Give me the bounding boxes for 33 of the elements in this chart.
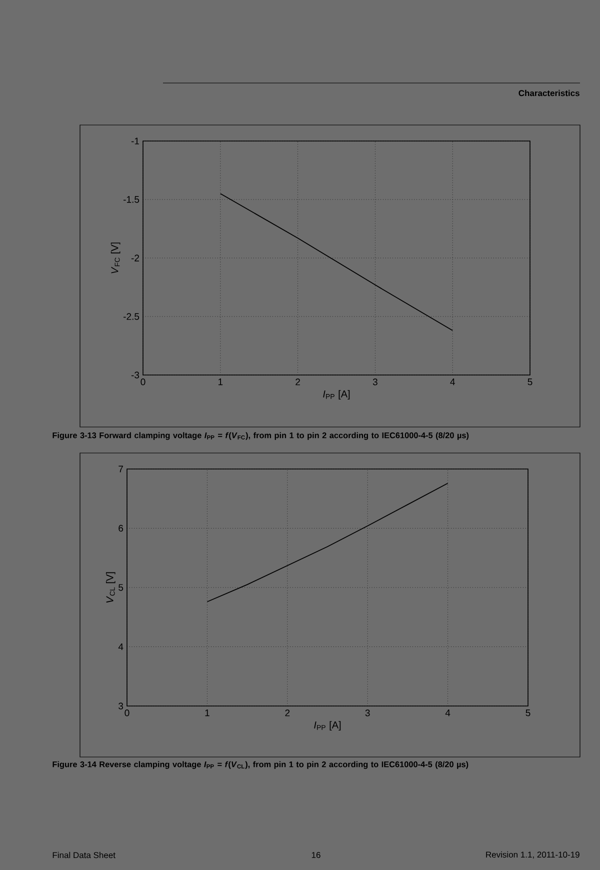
x-tick-label: 0: [124, 710, 130, 716]
y-tick-label: -1.5: [124, 196, 140, 203]
x-axis-title: I$_{PP}$ [A]: [314, 721, 341, 730]
y-axis-title: V$_{FC}$ [V]: [110, 242, 120, 274]
text: Final Data Sheet: [52, 852, 116, 858]
y-tick-label: -2.5: [124, 313, 140, 320]
x-tick-label: 3: [372, 378, 378, 386]
x-tick-label: 1: [218, 378, 223, 386]
y-tick-label: 6: [118, 524, 124, 532]
text: Characteristics: [518, 90, 580, 96]
x-tick-label: 0: [140, 378, 146, 386]
y-tick-label: 4: [118, 643, 124, 650]
x-axis-title: I$_{PP}$ [A]: [323, 390, 350, 400]
x-tick-label: 2: [285, 710, 290, 716]
y-tick-label: -1: [131, 138, 139, 144]
y-tick-label: -3: [131, 372, 140, 378]
y-tick-label: 5: [118, 584, 124, 591]
chart-title: Figure 3-14 Reverse clamping voltage I$_{PP}$ = f(V$_{CL}$), from pin 1 to pin 2 according to IEC61000-4-5 (8/20 µs): [52, 761, 468, 769]
x-tick-label: 5: [528, 378, 532, 386]
text: 16: [312, 852, 320, 858]
chart-title: Figure 3-13 Forward clamping voltage I$_{PP}$ = f(V$_{FC}$), from pin 1 to pin 2 according to IEC61000-4-5 (8/20 µs): [52, 432, 469, 440]
text: Revision 1.1, 2011-10-19: [486, 851, 580, 859]
x-tick-label: 5: [526, 710, 530, 716]
x-tick-label: 1: [205, 710, 210, 716]
y-tick-label: 3: [118, 702, 124, 710]
y-tick-label: 7: [118, 466, 123, 472]
x-tick-label: 4: [450, 378, 455, 386]
x-tick-label: 3: [365, 710, 370, 716]
line-series: [220, 193, 454, 331]
x-tick-label: 2: [296, 378, 300, 386]
y-axis-title: V$_{CL}$ [V]: [106, 572, 116, 603]
y-tick-label: -2: [131, 254, 139, 262]
x-tick-label: 4: [445, 710, 450, 716]
